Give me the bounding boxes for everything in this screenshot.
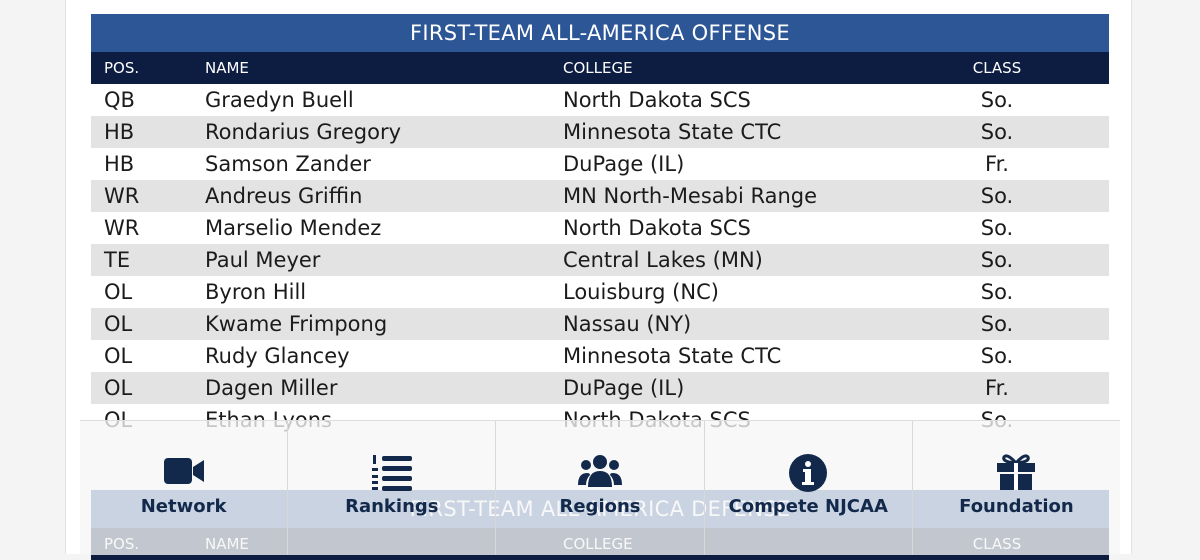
table-cell: HB [104,152,135,176]
table-cell: Marselio Mendez [205,216,382,240]
table-cell: So. [980,280,1014,304]
table-cell: So. [980,184,1014,208]
table-cell: OL [104,280,133,304]
column-header: NAME [205,59,249,77]
table-cell: TE [104,248,131,272]
table-cell: Minnesota State CTC [563,120,782,144]
table-cell: Dagen Miller [205,376,338,400]
table-cell: DuPage (IL) [563,152,685,176]
nav-label: Rankings [345,496,439,517]
table-row: OL Dagen Miller DuPage (IL) Fr. [91,372,1109,404]
bottom-nav: Network Rankings Regions Compete NJCAA F… [80,420,1120,555]
nav-regions[interactable]: Regions [496,421,705,555]
video-icon [163,458,204,484]
table-cell: Central Lakes (MN) [563,248,763,272]
nav-label: Compete NJCAA [728,496,888,517]
table-row: WR Andreus Griffin MN North-Mesabi Range So… [91,180,1109,212]
table-cell: Samson Zander [205,152,371,176]
table-cell: So. [980,248,1014,272]
table-cell: Nassau (NY) [563,312,692,336]
table-row: OL Rudy Glancey Minnesota State CTC So. [91,340,1109,372]
table-cell: So. [980,312,1014,336]
table-cell: WR [104,184,140,208]
table-cell: Graedyn Buell [205,88,354,112]
table-cell: Minnesota State CTC [563,344,782,368]
table-cell: Rondarius Gregory [205,120,402,144]
table-row: HB Samson Zander DuPage (IL) Fr. [91,148,1109,180]
column-header: CLASS [972,59,1022,77]
table-cell: OL [104,376,133,400]
group-icon [578,455,622,487]
offense-table: FIRST-TEAM ALL-AMERICA OFFENSE POS. NAME CO… [91,14,1109,436]
nav-network[interactable]: Network [80,421,289,555]
table-cell: DuPage (IL) [563,376,685,400]
nav-rankings[interactable]: Rankings [288,421,497,555]
nav-label: Regions [559,496,641,517]
table-cell: Fr. [985,152,1009,176]
table-cell: North Dakota SCS [563,88,751,112]
nav-label: Network [140,496,227,517]
table-cell: Fr. [985,376,1009,400]
table-cell: Andreus Griffin [205,184,363,208]
table-cell: So. [980,216,1014,240]
nav-compete[interactable]: Compete NJCAA [705,421,913,555]
table-cell: WR [104,216,140,240]
column-header: COLLEGE [563,59,633,77]
column-header: POS. [104,59,140,77]
table-row: WR Marselio Mendez North Dakota SCS So. [91,212,1109,244]
table-cell: So. [980,120,1014,144]
nav-foundation[interactable]: Foundation [913,421,1120,555]
table-cell: OL [104,344,133,368]
table-cell: Byron Hill [205,280,307,304]
gift-icon [997,454,1036,490]
table-cell: Louisburg (NC) [563,280,719,304]
table-cell: Kwame Frimpong [205,312,388,336]
table-cell: Paul Meyer [205,248,321,272]
info-icon [789,454,828,492]
table-title: FIRST-TEAM ALL-AMERICA OFFENSE [91,14,1109,52]
table-row: QB Graedyn Buell North Dakota SCS So. [91,84,1109,116]
table-row: HB Rondarius Gregory Minnesota State CTC So… [91,116,1109,148]
table-cell: Rudy Glancey [205,344,350,368]
rankings-icon [371,455,412,491]
table-cell: MN North-Mesabi Range [563,184,818,208]
table-row: OL Byron Hill Louisburg (NC) So. [91,276,1109,308]
table-cell: QB [104,88,135,112]
table-row: TE Paul Meyer Central Lakes (MN) So. [91,244,1109,276]
table-row: OL Kwame Frimpong Nassau (NY) So. [91,308,1109,340]
table-cell: So. [980,88,1014,112]
header-row: POS. NAME COLLEGE CLASS [91,52,1109,84]
table-cell: OL [104,312,133,336]
nav-label: Foundation [959,496,1074,517]
table-cell: HB [104,120,135,144]
table-cell: North Dakota SCS [563,216,751,240]
table-cell: So. [980,344,1014,368]
